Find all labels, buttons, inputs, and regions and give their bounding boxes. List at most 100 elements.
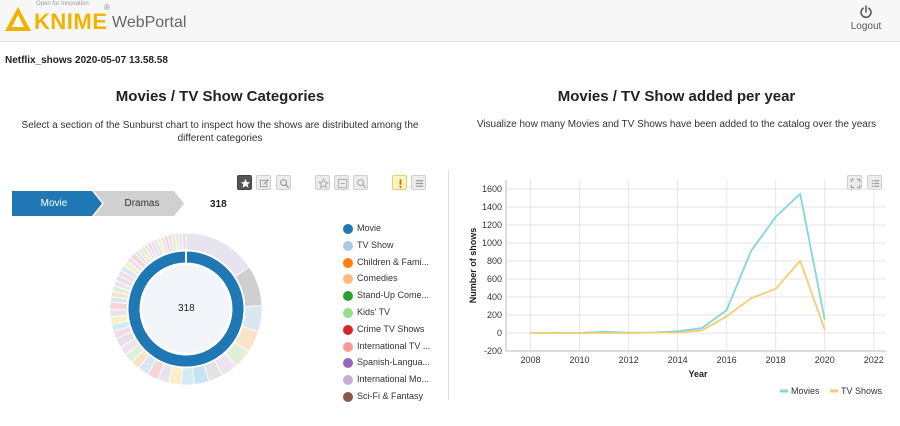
- x-tick-label: 2012: [619, 355, 639, 365]
- legend-label: Spanish-Langua...: [357, 357, 431, 368]
- legend-label: International TV ...: [357, 340, 431, 351]
- logout-label: Logout: [850, 21, 882, 32]
- sunburst-panel-subtitle: Select a section of the Sunburst chart t…: [21, 120, 419, 144]
- select-mode-button[interactable]: [334, 175, 349, 190]
- x-tick-label: 2016: [717, 355, 737, 365]
- sunburst-chart[interactable]: [104, 231, 268, 387]
- breadcrumb-movie[interactable]: Movie: [12, 191, 102, 216]
- search-icon: [280, 179, 290, 189]
- x-axis-label: Year: [688, 369, 708, 379]
- legend-item[interactable]: Movie: [343, 222, 443, 236]
- y-tick-label: 800: [487, 256, 502, 266]
- star-icon: [318, 178, 329, 189]
- breadcrumb-count: 318: [210, 199, 227, 210]
- y-axis-label: Number of shows: [468, 228, 478, 304]
- legend-item[interactable]: International TV ...: [343, 340, 443, 354]
- y-tick-label: 600: [487, 274, 502, 284]
- legend-swatch: [343, 392, 353, 402]
- sunburst-subcategory-segment[interactable]: [180, 367, 195, 386]
- legend-label[interactable]: TV Shows: [841, 386, 883, 396]
- shows-per-year-line-chart[interactable]: -200 0 200 400 600 800 1000 1200 1400 1600 2008 201…: [462, 172, 892, 404]
- legend-label: Comedies: [357, 273, 398, 284]
- legend-swatch: [343, 240, 353, 251]
- legend-label: International Mo...: [357, 374, 430, 385]
- star-icon: [240, 178, 251, 188]
- sunburst-subcategory-segment[interactable]: [109, 308, 128, 318]
- legend-label: Sci-Fi & Fantasy: [357, 391, 424, 401]
- options-menu-button[interactable]: [411, 175, 426, 190]
- power-icon: [860, 5, 872, 19]
- sunburst-center-value: 318: [178, 303, 195, 314]
- chart-menu-button[interactable]: [867, 175, 882, 190]
- legend-label[interactable]: Movies: [791, 386, 820, 396]
- legend-swatch: [343, 375, 353, 386]
- legend-swatch: [343, 291, 353, 302]
- x-tick-label: 2022: [864, 355, 884, 365]
- sunburst-subcategory-segment[interactable]: [181, 232, 187, 251]
- legend-swatch: [343, 308, 353, 318]
- legend-swatch: [343, 341, 353, 352]
- y-tick-label: 1400: [482, 202, 502, 212]
- x-tick-label: 2014: [668, 355, 688, 365]
- edit-selection-button[interactable]: [256, 175, 271, 190]
- x-tick-label: 2020: [815, 355, 835, 365]
- legend-item[interactable]: Children & Fami...: [343, 256, 443, 270]
- breadcrumb-segment-shape: [12, 191, 102, 216]
- y-tick-label: 1200: [482, 220, 502, 230]
- panel-divider: [448, 170, 449, 400]
- brand-name: KNIME: [34, 9, 108, 34]
- sunburst-segment-dramas[interactable]: [127, 250, 245, 368]
- legend-label: Stand-Up Come...: [357, 290, 430, 301]
- y-tick-label: -200: [484, 346, 502, 356]
- favorite-toggle-button[interactable]: [237, 175, 252, 190]
- warning-icon: [399, 179, 402, 188]
- legend-item[interactable]: Comedies: [343, 272, 443, 286]
- legend-item[interactable]: TV Show: [343, 239, 443, 253]
- breadcrumb-label: Movie: [40, 198, 68, 209]
- y-tick-label: 1600: [482, 184, 502, 194]
- line-panel-title: Movies / TV Show added per year: [557, 88, 796, 105]
- zoom-button[interactable]: [276, 175, 291, 190]
- sunburst-panel-title: Movies / TV Show Categories: [115, 88, 325, 105]
- legend-item[interactable]: International Mo...: [343, 373, 443, 387]
- legend-label: Children & Fami...: [357, 256, 430, 267]
- logo-triangle-icon: [5, 7, 31, 31]
- search-icon: [357, 179, 367, 189]
- workflow-title: Netflix_shows 2020-05-07 13.58.58: [5, 55, 168, 66]
- fullscreen-icon: [850, 178, 861, 189]
- series-line-tv-shows[interactable]: [530, 259, 826, 334]
- y-tick-label: 200: [487, 310, 502, 320]
- legend-label: Crime TV Shows: [357, 323, 425, 334]
- menu-icon: [871, 180, 880, 187]
- portal-header: Open for Innovation KNIME ® WebPortal Lo…: [0, 0, 900, 42]
- legend-swatch: [343, 224, 353, 234]
- legend-item[interactable]: Kids' TV: [343, 306, 443, 320]
- legend-item[interactable]: Sci-Fi & Fantasy: [343, 390, 443, 404]
- legend-label: Movie: [357, 223, 382, 233]
- breadcrumb-label: Dramas: [124, 198, 160, 209]
- logout-button[interactable]: Logout: [848, 4, 884, 38]
- search-button[interactable]: [353, 175, 368, 190]
- legend-item[interactable]: Spanish-Langua...: [343, 356, 443, 370]
- y-tick-label: 0: [497, 328, 502, 338]
- edit-icon: [259, 178, 270, 188]
- legend-swatch: [343, 257, 353, 268]
- line-panel-subtitle: Visualize how many Movies and TV Shows h…: [476, 119, 877, 130]
- logo-tagline: Open for Innovation: [36, 1, 89, 7]
- trademark: ®: [104, 3, 110, 12]
- legend-item[interactable]: Stand-Up Come...: [343, 289, 443, 303]
- x-tick-label: 2010: [570, 355, 590, 365]
- breadcrumb-segment-shape: [94, 191, 184, 216]
- menu-icon: [415, 180, 424, 187]
- y-tick-label: 400: [487, 292, 502, 302]
- legend-item[interactable]: Crime TV Shows: [343, 323, 443, 337]
- legend-label: Kids' TV: [357, 307, 391, 317]
- sunburst-center-fill: [142, 265, 230, 353]
- highlight-button[interactable]: [315, 175, 330, 190]
- warning-button[interactable]: [392, 175, 407, 190]
- breadcrumb-dramas[interactable]: Dramas: [94, 191, 184, 216]
- select-icon: [337, 178, 348, 189]
- legend-swatch: [343, 324, 353, 335]
- knime-logo[interactable]: Open for Innovation KNIME ® WebPortal: [2, 0, 202, 42]
- x-tick-label: 2008: [521, 355, 541, 365]
